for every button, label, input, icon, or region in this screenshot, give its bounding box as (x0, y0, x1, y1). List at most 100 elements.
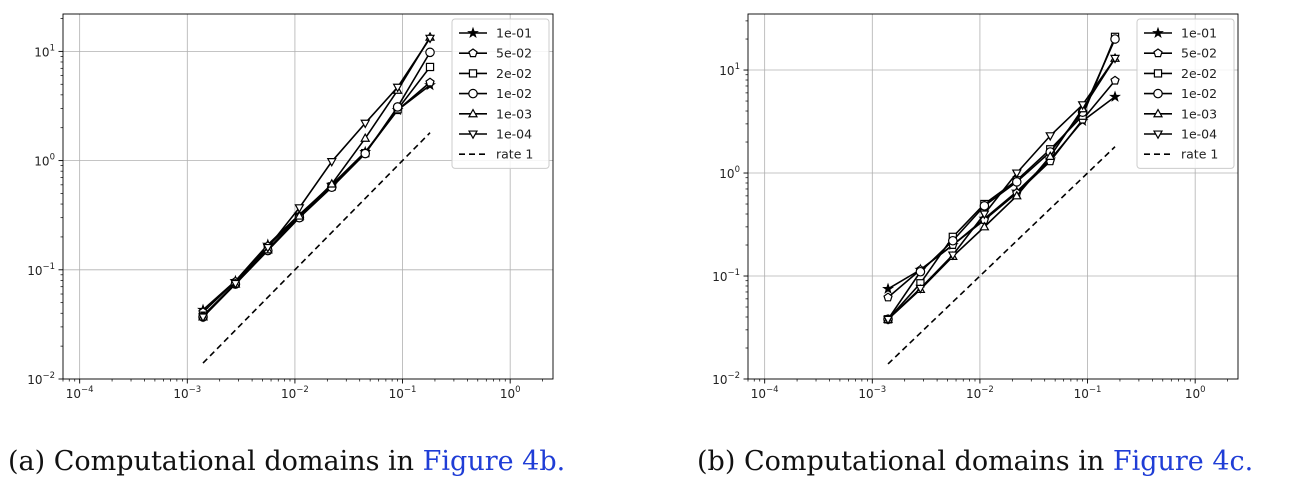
series-line (202, 84, 431, 311)
data-series (882, 32, 1121, 365)
triangle-down-legend-marker (467, 130, 479, 140)
legend-item: 5e-02 (459, 46, 532, 61)
y-tick-label: 100 (719, 165, 740, 181)
series-rate-1 (202, 132, 431, 364)
legend-label: 1e-02 (496, 86, 532, 101)
triangle-up-marker (1045, 150, 1056, 160)
circle-marker (948, 235, 958, 246)
legend-item: 1e-02 (1144, 86, 1217, 101)
y-tick-label: 10−2 (712, 371, 740, 387)
triangle-down-marker (1077, 101, 1088, 111)
triangle-down-marker (392, 83, 403, 93)
figure-panel-b: 10−4 10−3 10−2 10−1 100 10−2 10−1 100 101 1e-01 5e… (645, 0, 1290, 501)
legend-label: 1e-03 (1181, 106, 1217, 121)
x-tick-label: 10−2 (281, 385, 309, 401)
legend: 1e-01 5e-02 2e-02 1e-02 1e-03 1e-04 rate 1 (1136, 18, 1235, 169)
legend-label: 1e-04 (1181, 127, 1217, 142)
triangle-down-marker (1011, 169, 1022, 179)
circle-marker (425, 47, 435, 58)
triangle-down-marker (425, 34, 436, 44)
pentagon-marker (1110, 75, 1120, 85)
triangle-down-marker (262, 243, 273, 253)
pentagon-legend-marker (1153, 48, 1163, 58)
legend-item: 2e-02 (1144, 66, 1217, 81)
triangle-down-marker (1045, 132, 1056, 142)
figure-reference-link[interactable]: Figure 4c. (1112, 446, 1254, 477)
x-tick-label: 10−3 (858, 385, 886, 401)
legend-item: rate 1 (1144, 147, 1218, 162)
convergence-chart-a: 10−4 10−3 10−2 10−1 100 10−2 10−1 100 101 1e-01 5e… (27, 13, 554, 401)
legend-label: 2e-02 (1181, 66, 1217, 81)
legend-item: rate 1 (459, 147, 533, 162)
caption-label: (a) (8, 446, 46, 477)
series-line (202, 37, 431, 318)
pentagon-legend-marker (468, 48, 478, 58)
pentagon-marker (883, 292, 893, 302)
caption-text: Computational domains in (53, 446, 415, 477)
legend-label: rate 1 (496, 147, 533, 162)
legend-label: 1e-02 (1181, 86, 1217, 101)
y-tick-label: 10−2 (27, 371, 55, 387)
legend-item: 1e-02 (459, 86, 532, 101)
series-rate-1 (887, 146, 1116, 365)
triangle-down-marker (979, 210, 990, 220)
x-tick-label: 100 (1185, 385, 1206, 401)
legend-item: 1e-03 (459, 106, 532, 121)
x-tick-label: 10−4 (751, 385, 779, 401)
square-legend-marker (468, 69, 478, 78)
series-1e-04 (883, 54, 1121, 325)
legend-label: 1e-01 (496, 26, 532, 41)
plot-frame (62, 13, 554, 380)
legend-item: 2e-02 (459, 66, 532, 81)
axes (58, 13, 554, 384)
circle-marker (392, 102, 403, 112)
x-tick-label: 10−3 (173, 385, 201, 401)
x-tick-label: 10−1 (389, 385, 417, 401)
legend: 1e-01 5e-02 2e-02 1e-02 1e-03 1e-04 rate 1 (451, 18, 550, 169)
series-line (202, 36, 431, 318)
x-tick-label: 10−1 (1074, 385, 1102, 401)
star-legend-marker (467, 26, 479, 39)
square-marker (425, 62, 435, 72)
triangle-up-marker (294, 210, 305, 220)
caption-b: (b) Computational domains in Figure 4c. (697, 446, 1253, 477)
triangle-up-marker (326, 178, 337, 188)
legend-item: 1e-03 (1144, 106, 1217, 121)
x-tick-label: 10−2 (966, 385, 994, 401)
series-line (887, 146, 1116, 365)
triangle-down-legend-marker (1152, 130, 1164, 140)
circle-marker (1110, 34, 1120, 44)
y-tick-label: 10−1 (712, 268, 740, 284)
data-series (197, 31, 436, 364)
triangle-down-marker (883, 315, 894, 325)
grid-lines (748, 14, 1238, 380)
axes (743, 13, 1239, 384)
y-tick-label: 101 (34, 43, 55, 59)
legend-item: 1e-01 (459, 26, 532, 41)
x-tick-label: 10−4 (66, 385, 94, 401)
triangle-down-marker (230, 279, 241, 289)
triangle-up-marker (360, 132, 371, 142)
y-tick-label: 101 (719, 62, 740, 78)
circle-legend-marker (468, 88, 478, 99)
legend-label: 5e-02 (496, 46, 532, 61)
triangle-up-legend-marker (467, 108, 479, 118)
star-legend-marker (1152, 26, 1164, 39)
convergence-chart-b: 10−4 10−3 10−2 10−1 100 10−2 10−1 100 101 1e-01 5e… (712, 13, 1239, 401)
star-marker (882, 282, 894, 294)
circle-marker (1011, 177, 1022, 187)
y-tick-label: 10−1 (27, 262, 55, 278)
x-tick-label: 100 (500, 385, 521, 401)
legend-label: 1e-01 (1181, 26, 1217, 41)
legend-item: 1e-04 (459, 127, 532, 142)
figure-panel-a: 10−4 10−3 10−2 10−1 100 10−2 10−1 100 101 1e-01 5e… (0, 0, 645, 501)
legend-item: 5e-02 (1144, 46, 1217, 61)
figure-reference-link[interactable]: Figure 4b. (422, 446, 566, 477)
series-2e-02 (883, 32, 1120, 324)
series-line (887, 57, 1116, 320)
legend-label: 1e-04 (496, 127, 532, 142)
triangle-up-marker (1011, 190, 1022, 200)
triangle-down-marker (915, 284, 926, 294)
caption-a: (a) Computational domains in Figure 4b. (8, 446, 565, 477)
series-line (887, 38, 1116, 320)
